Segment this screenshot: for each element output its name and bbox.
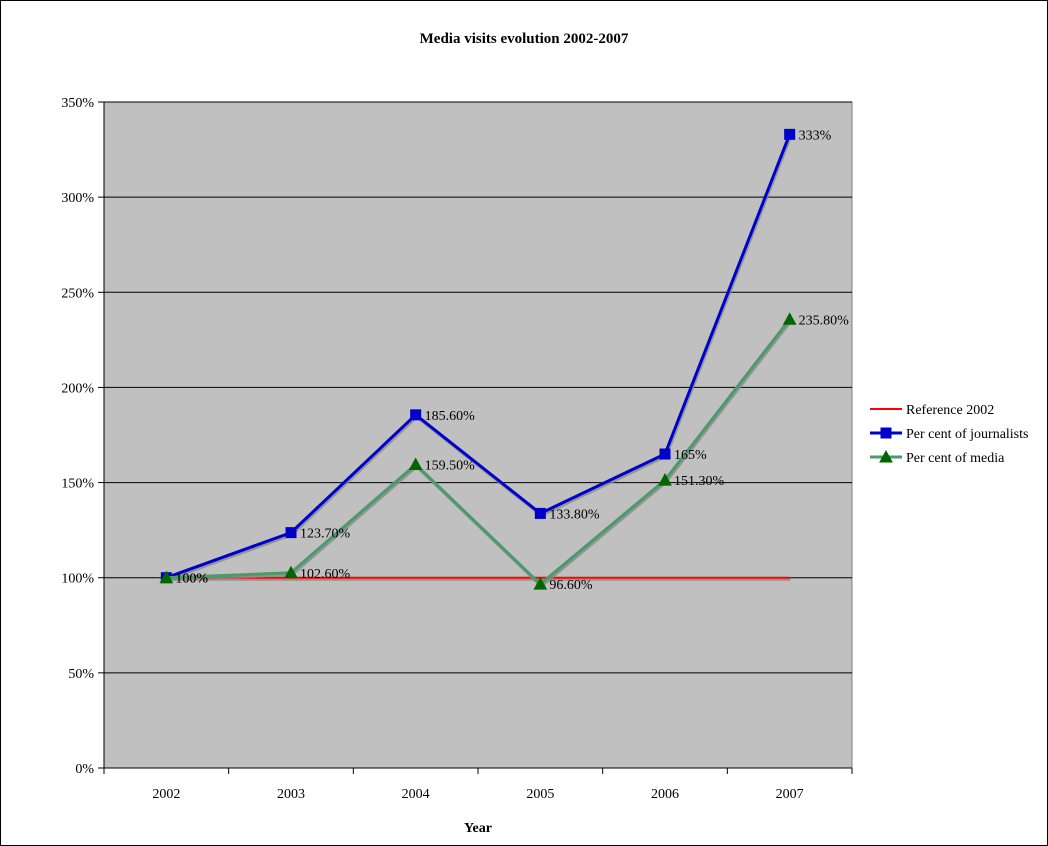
per-cent-of-journalists-data-label: 165% — [674, 448, 707, 463]
per-cent-of-journalists-data-label: 100% — [175, 572, 208, 587]
x-tick-label: 2006 — [651, 787, 679, 802]
per-cent-of-media-data-label: 100% — [175, 572, 208, 587]
chart-title: Media visits evolution 2002-2007 — [420, 31, 629, 47]
per-cent-of-journalists-data-label: 123.70% — [300, 527, 351, 542]
per-cent-of-media-point — [408, 457, 423, 470]
per-cent-of-media-data-label: 151.30% — [674, 474, 725, 489]
legend: Reference 2002 Per cent of journalists Per… — [870, 403, 1028, 466]
plot-area — [103, 101, 853, 769]
legend-label-per-cent-of-journalists: Per cent of journalists — [906, 427, 1028, 442]
per-cent-of-media-point — [159, 570, 174, 584]
per-cent-of-media-line — [166, 318, 791, 586]
per-cent-of-media-point — [658, 473, 672, 486]
per-cent-of-journalists-line — [165, 133, 792, 580]
per-cent-of-journalists-data-label: 185.60% — [425, 409, 476, 424]
x-tick-label: 2002 — [152, 787, 180, 802]
y-tick-label: 100% — [61, 572, 94, 587]
x-tick-label: 2005 — [526, 787, 554, 802]
legend-label-reference-2002: Reference 2002 — [906, 403, 994, 418]
x-axis-title: Year — [464, 821, 492, 836]
axes: 0% 50% 100% 150% 200% 250% 300% 350% 2002 2003 200… — [61, 96, 853, 802]
legend-marker-per-cent-of-media — [879, 449, 893, 463]
legend-label-per-cent-of-media: Per cent of media — [906, 451, 1005, 466]
x-tick-label: 2007 — [776, 787, 804, 802]
y-tick-label: 0% — [75, 762, 94, 777]
y-tick-label: 300% — [61, 191, 94, 206]
per-cent-of-media-point — [782, 312, 797, 325]
per-cent-of-journalists-point — [534, 507, 546, 519]
per-cent-of-journalists-data-label: 133.80% — [549, 507, 600, 522]
per-cent-of-media-data-label: 102.60% — [300, 567, 351, 582]
legend-marker-per-cent-of-journalists — [880, 427, 892, 439]
per-cent-of-journalists-data-label: 333% — [799, 128, 832, 143]
per-cent-of-journalists-point — [410, 409, 422, 421]
x-tick-label: 2004 — [402, 787, 430, 802]
per-cent-of-media-point — [284, 565, 298, 579]
per-cent-of-journalists-point — [659, 448, 671, 460]
per-cent-of-media-data-label: 159.50% — [425, 458, 476, 473]
x-tick-label: 2003 — [277, 787, 305, 802]
per-cent-of-media-point — [533, 577, 548, 590]
y-tick-label: 150% — [61, 477, 94, 492]
per-cent-of-journalists-point — [784, 128, 796, 140]
y-tick-label: 50% — [68, 667, 94, 682]
per-cent-of-media-data-label: 235.80% — [799, 313, 850, 328]
y-tick-label: 250% — [61, 286, 94, 301]
data-labels: 100%123.70%185.60%133.80%165%333%100% 102… — [175, 128, 849, 593]
per-cent-of-journalists-point — [285, 527, 297, 539]
per-cent-of-media-data-label: 96.60% — [549, 578, 593, 593]
y-tick-label: 200% — [61, 381, 94, 396]
series-lines — [159, 128, 797, 590]
y-tick-label: 350% — [61, 96, 94, 111]
